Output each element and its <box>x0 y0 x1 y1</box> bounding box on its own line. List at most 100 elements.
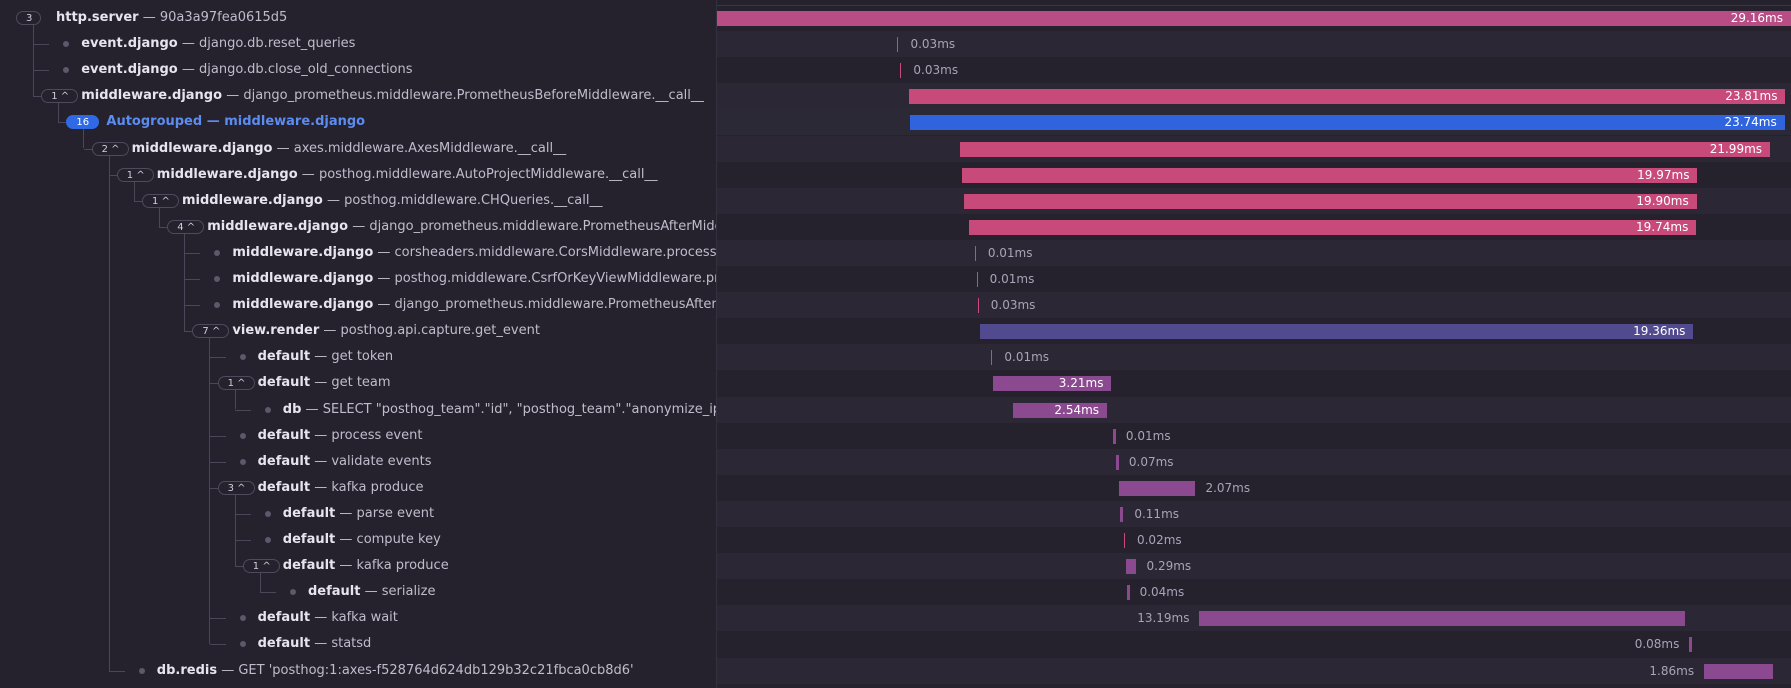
timeline-row[interactable]: 0.07ms <box>717 448 1791 475</box>
span-label[interactable]: event.django — django.db.close_old_conne… <box>81 57 412 83</box>
span-duration-bar[interactable] <box>960 141 1770 157</box>
span-separator: — <box>297 166 319 182</box>
child-count-toggle[interactable]: 1 ^ <box>217 376 255 391</box>
span-label[interactable]: db — SELECT "posthog_team"."id", "postho… <box>283 397 716 423</box>
timeline-row[interactable]: 0.03ms <box>717 31 1791 58</box>
span-duration-bar[interactable] <box>1704 663 1773 679</box>
timeline-row[interactable]: 0.01ms <box>717 344 1791 371</box>
span-label[interactable]: middleware.django — posthog.middleware.C… <box>232 266 716 292</box>
span-duration-bar[interactable] <box>910 115 1785 131</box>
span-label[interactable]: Autogrouped — middleware.django <box>106 109 365 135</box>
span-duration-bar[interactable] <box>974 245 976 261</box>
child-count-toggle[interactable]: 4 ^ <box>167 219 205 234</box>
child-count-toggle[interactable]: 2 ^ <box>91 141 129 156</box>
span-label[interactable]: event.django — django.db.reset_queries <box>81 31 355 57</box>
timeline-row[interactable]: 21.99ms <box>717 135 1791 162</box>
timeline-row[interactable]: 19.74ms <box>717 214 1791 240</box>
timeline-row[interactable]: 2.54ms <box>717 396 1791 423</box>
span-duration-bar[interactable] <box>1199 611 1686 627</box>
timeline-row[interactable]: 0.08ms <box>717 631 1791 657</box>
span-duration-bar[interactable] <box>908 89 1786 105</box>
child-count-toggle[interactable]: 1 ^ <box>242 559 280 574</box>
span-label[interactable]: default — compute key <box>283 527 441 553</box>
timeline-row[interactable]: 29.16ms <box>717 5 1791 31</box>
span-label[interactable]: default — get token <box>258 344 394 370</box>
span-operation: middleware.django <box>182 192 323 208</box>
span-label[interactable]: middleware.django — django_prometheus.mi… <box>81 83 704 109</box>
timeline-row[interactable]: 0.11ms <box>717 500 1791 527</box>
span-duration-bar[interactable] <box>969 219 1697 235</box>
timeline-row[interactable]: 0.01ms <box>717 239 1791 266</box>
span-separator: — <box>310 427 332 443</box>
timeline-row[interactable]: 0.29ms <box>717 553 1791 580</box>
span-description: django_prometheus.middleware.PrometheusA… <box>394 297 717 313</box>
span-duration-bar[interactable] <box>1123 533 1125 548</box>
span-label[interactable]: default — validate events <box>258 449 432 475</box>
span-duration-bar[interactable] <box>991 350 993 366</box>
tree-node-dot <box>239 432 246 439</box>
span-duration-bar[interactable] <box>1013 402 1108 418</box>
span-label[interactable]: http.server — 90a3a97fea0615d5 <box>56 5 287 31</box>
timeline-row[interactable]: 19.36ms <box>717 318 1791 344</box>
span-duration-bar[interactable] <box>897 37 899 53</box>
span-duration-bar[interactable] <box>993 376 1112 392</box>
span-label[interactable]: default — get team <box>258 370 391 396</box>
span-duration-bar[interactable] <box>1125 559 1137 575</box>
timeline-row[interactable]: 0.01ms <box>717 266 1791 292</box>
span-label[interactable]: middleware.django — django_prometheus.mi… <box>232 292 717 318</box>
child-count-toggle[interactable]: 1 ^ <box>142 193 179 208</box>
timeline-row[interactable]: 19.97ms <box>717 162 1791 188</box>
span-duration-bar[interactable] <box>980 324 1694 340</box>
timeline-row[interactable]: 0.04ms <box>717 579 1791 605</box>
span-duration-bar[interactable] <box>977 298 979 314</box>
span-label[interactable]: middleware.django — corsheaders.middlewa… <box>232 240 716 266</box>
span-operation: view.render <box>232 323 320 339</box>
timeline-row[interactable]: 13.19ms <box>717 605 1791 632</box>
span-label[interactable]: middleware.django — posthog.middleware.C… <box>182 188 603 214</box>
span-duration-bar[interactable] <box>1112 428 1116 444</box>
span-duration-bar[interactable] <box>1120 506 1124 522</box>
child-count-toggle[interactable]: 7 ^ <box>192 324 230 339</box>
child-count-toggle[interactable]: 1 ^ <box>116 167 154 182</box>
span-label[interactable]: default — statsd <box>258 631 372 657</box>
span-label[interactable]: default — kafka produce <box>258 475 424 501</box>
child-count-toggle[interactable]: 3 <box>16 11 42 25</box>
timeline-row[interactable]: 0.03ms <box>717 57 1791 83</box>
timeline-row[interactable]: 0.01ms <box>717 423 1791 449</box>
span-label[interactable]: middleware.django — django_prometheus.mi… <box>207 214 716 240</box>
span-label[interactable]: default — kafka wait <box>258 605 398 631</box>
span-label[interactable]: default — process event <box>258 423 423 449</box>
timeline-row[interactable]: 1.86ms <box>717 657 1791 684</box>
timeline-row[interactable]: 23.74ms <box>717 109 1791 136</box>
span-label[interactable]: view.render — posthog.api.capture.get_ev… <box>232 318 540 344</box>
span-label[interactable]: default — parse event <box>283 501 434 527</box>
span-label[interactable]: middleware.django — axes.middleware.Axes… <box>132 136 567 162</box>
timeline-row[interactable]: 23.81ms <box>717 83 1791 110</box>
tree-node-dot <box>63 41 70 48</box>
span-duration-bar[interactable] <box>961 167 1698 183</box>
span-duration-bar[interactable] <box>1126 585 1130 601</box>
span-duration-bar[interactable] <box>1115 454 1119 470</box>
span-duration-bar[interactable] <box>717 11 1791 26</box>
child-count: 16 <box>76 117 90 129</box>
span-duration-bar[interactable] <box>900 63 902 79</box>
timeline-row[interactable]: 0.03ms <box>717 292 1791 319</box>
span-label[interactable]: default — serialize <box>308 579 436 605</box>
span-label[interactable]: middleware.django — posthog.middleware.A… <box>157 162 658 188</box>
span-label[interactable]: db.redis — GET 'posthog:1:axes-f528764d6… <box>157 658 634 684</box>
timeline-row[interactable]: 3.21ms <box>717 370 1791 396</box>
tree-node-dot <box>264 406 271 413</box>
span-description: parse event <box>356 505 435 521</box>
child-count-toggle[interactable]: 3 ^ <box>217 480 255 495</box>
timeline-row[interactable]: 19.90ms <box>717 187 1791 214</box>
span-duration-bar[interactable] <box>963 193 1697 209</box>
tree-guide-line <box>184 233 186 332</box>
span-duration-bar[interactable] <box>976 272 978 287</box>
child-count-toggle[interactable]: 1 ^ <box>41 89 79 104</box>
child-count-toggle[interactable]: 16 <box>66 115 100 130</box>
span-label[interactable]: default — kafka produce <box>283 553 449 579</box>
timeline-row[interactable]: 0.02ms <box>717 527 1791 553</box>
timeline-row[interactable]: 2.07ms <box>717 475 1791 501</box>
span-duration-bar[interactable] <box>1689 637 1693 653</box>
span-duration-bar[interactable] <box>1119 480 1196 496</box>
